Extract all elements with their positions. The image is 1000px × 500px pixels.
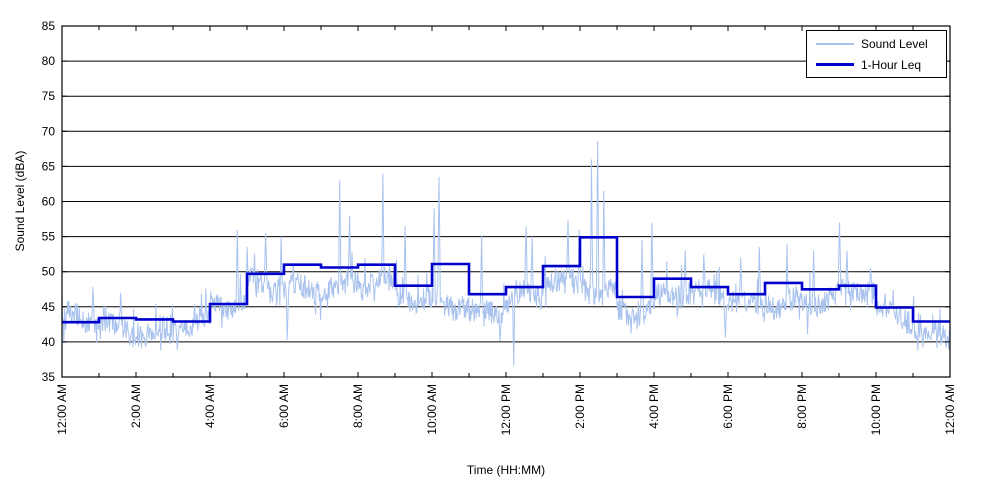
- svg-text:10:00 AM: 10:00 AM: [425, 384, 439, 435]
- svg-text:2:00 PM: 2:00 PM: [573, 384, 587, 429]
- y-axis-title: Sound Level (dBA): [13, 150, 27, 252]
- svg-text:12:00 AM: 12:00 AM: [55, 384, 69, 435]
- svg-text:70: 70: [42, 124, 56, 138]
- svg-text:8:00 AM: 8:00 AM: [351, 384, 365, 428]
- leq-line-sample: [816, 63, 854, 66]
- legend: Sound Level 1-Hour Leq: [806, 30, 947, 78]
- svg-text:6:00 PM: 6:00 PM: [721, 384, 735, 429]
- svg-text:12:00 PM: 12:00 PM: [499, 384, 513, 435]
- svg-text:35: 35: [42, 370, 56, 384]
- svg-text:85: 85: [42, 19, 56, 33]
- y-tick-labels: 35 40 45 50 55 60 65 70 75 80 85: [42, 19, 56, 384]
- svg-text:12:00 AM: 12:00 AM: [943, 384, 957, 435]
- legend-label-1-hour-leq: 1-Hour Leq: [861, 57, 922, 72]
- svg-text:10:00 PM: 10:00 PM: [869, 384, 883, 435]
- svg-text:45: 45: [42, 300, 56, 314]
- sound-level-line-sample: [816, 42, 854, 45]
- legend-item-sound-level: Sound Level: [807, 34, 946, 54]
- svg-text:55: 55: [42, 230, 56, 244]
- legend-label-sound-level: Sound Level: [861, 36, 928, 51]
- svg-text:75: 75: [42, 89, 56, 103]
- svg-text:6:00 AM: 6:00 AM: [277, 384, 291, 428]
- svg-text:4:00 AM: 4:00 AM: [203, 384, 217, 428]
- svg-text:4:00 PM: 4:00 PM: [647, 384, 661, 429]
- gridlines: [62, 25, 950, 378]
- svg-text:2:00 AM: 2:00 AM: [129, 384, 143, 428]
- legend-item-1-hour-leq: 1-Hour Leq: [807, 55, 946, 75]
- svg-text:50: 50: [42, 265, 56, 279]
- svg-text:65: 65: [42, 159, 56, 173]
- svg-text:8:00 PM: 8:00 PM: [795, 384, 809, 429]
- sound-level-series: [61, 141, 951, 366]
- x-tick-labels: 12:00 AM 2:00 AM 4:00 AM 6:00 AM 8:00 AM 10:0…: [55, 384, 957, 435]
- leq-series: [62, 236, 950, 324]
- x-axis-title: Time (HH:MM): [466, 463, 546, 477]
- svg-text:60: 60: [42, 195, 56, 209]
- svg-text:80: 80: [42, 54, 56, 68]
- svg-text:40: 40: [42, 335, 56, 349]
